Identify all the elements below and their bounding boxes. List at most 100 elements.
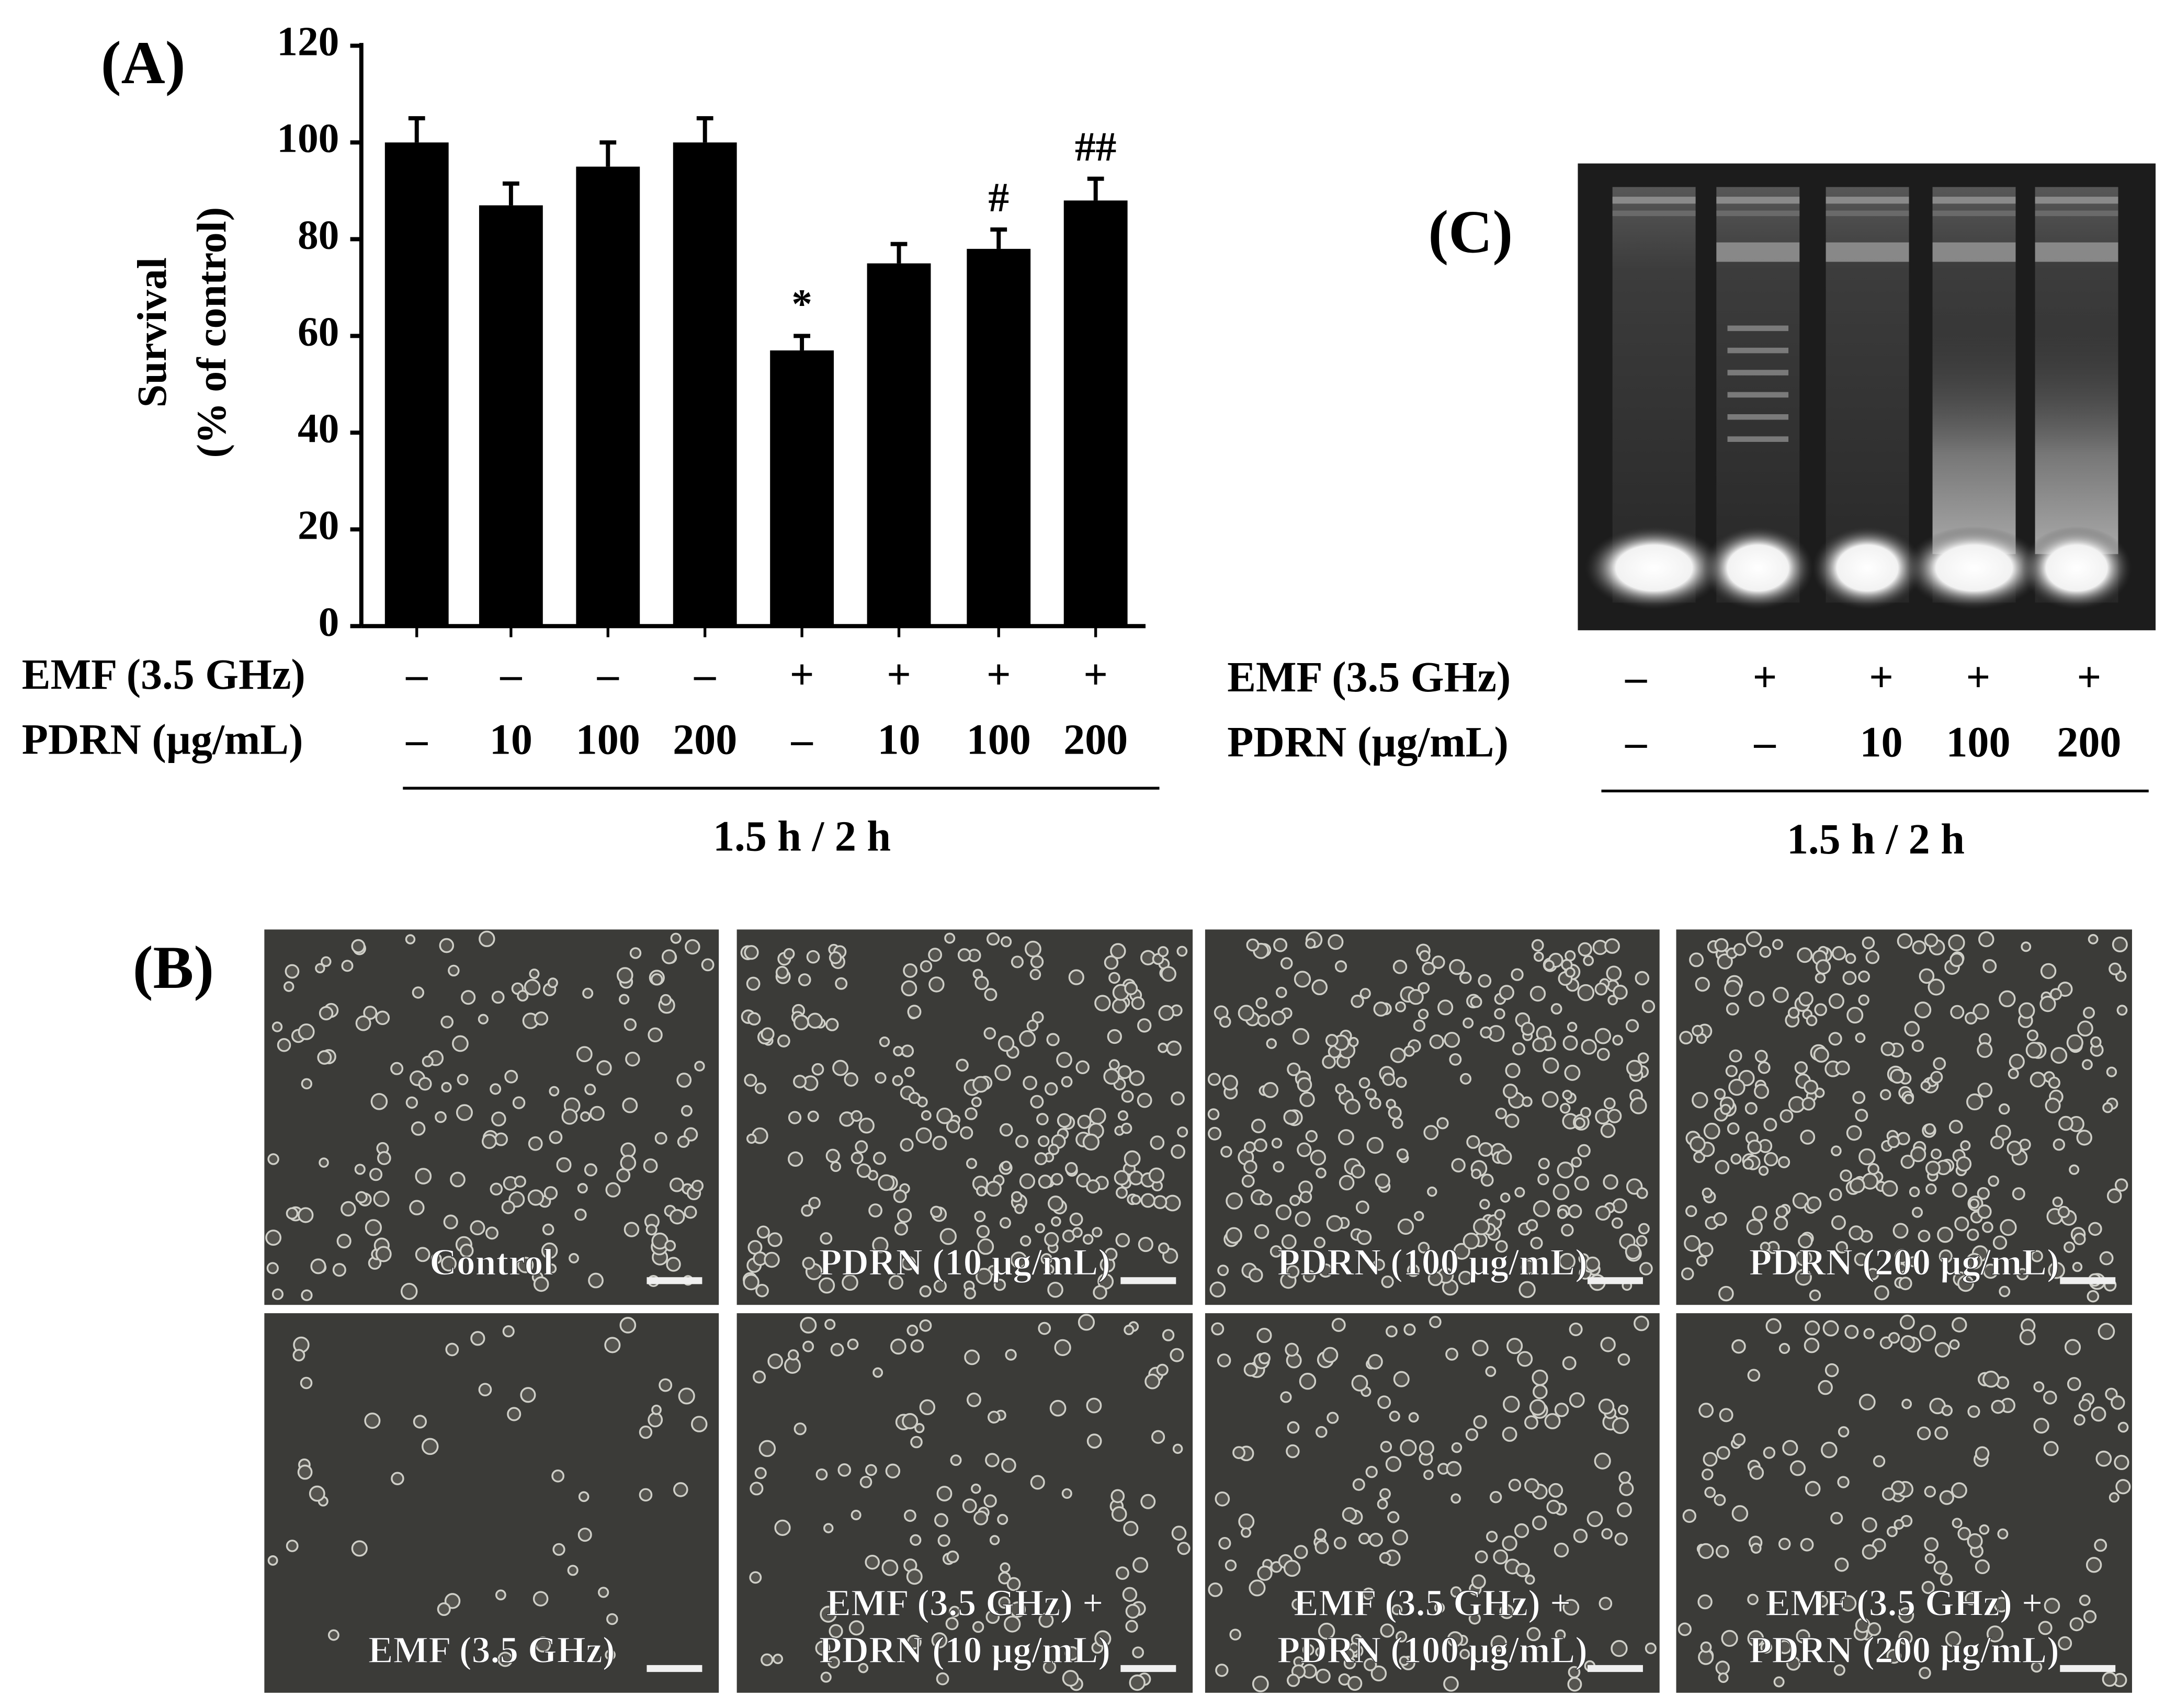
cell xyxy=(1919,1667,1931,1679)
cell xyxy=(1451,1158,1466,1172)
cell xyxy=(1718,1285,1734,1302)
cell xyxy=(1830,1511,1843,1525)
cell xyxy=(1238,1513,1255,1530)
cell xyxy=(450,1171,466,1188)
cell xyxy=(310,1258,326,1274)
cell xyxy=(1682,1509,1696,1523)
cell xyxy=(1635,971,1650,986)
cell xyxy=(1283,1559,1301,1577)
cell xyxy=(1257,1014,1270,1027)
micrograph: EMF (3.5 GHz) xyxy=(264,1313,719,1693)
cell xyxy=(1050,1172,1063,1186)
cell xyxy=(1532,1515,1547,1531)
cell xyxy=(622,1097,638,1113)
cell xyxy=(1724,980,1741,997)
cell xyxy=(744,1074,757,1087)
cell xyxy=(1302,1644,1314,1656)
cell xyxy=(828,1656,840,1669)
condition-value: – xyxy=(791,715,813,763)
cell xyxy=(2064,1241,2075,1253)
cell xyxy=(1900,1155,1915,1169)
bar xyxy=(576,166,640,627)
cell xyxy=(974,1211,986,1222)
cell xyxy=(1148,1167,1165,1183)
cell xyxy=(1499,1604,1514,1619)
micrograph-caption: Control xyxy=(429,1242,553,1283)
cell xyxy=(1716,1446,1730,1460)
cell xyxy=(758,1440,776,1458)
cell xyxy=(1128,1170,1143,1186)
cell xyxy=(2091,1406,2106,1422)
cell xyxy=(1094,1630,1112,1647)
cell xyxy=(1778,1342,1790,1354)
cell xyxy=(1900,1335,1915,1350)
cell xyxy=(448,964,460,977)
cell xyxy=(893,1189,907,1203)
cell xyxy=(1641,999,1656,1014)
cell xyxy=(1377,1395,1391,1409)
bar xyxy=(1063,200,1128,627)
cell xyxy=(1419,1440,1434,1456)
cell xyxy=(577,1528,592,1542)
cell xyxy=(2048,1261,2065,1279)
cell xyxy=(1434,1602,1445,1613)
cell xyxy=(944,932,956,944)
cell xyxy=(1698,1543,1714,1559)
cell xyxy=(1952,1518,1963,1529)
cell xyxy=(824,1318,836,1330)
cell xyxy=(1432,955,1445,969)
cell xyxy=(1423,1125,1439,1140)
cell xyxy=(1166,1040,1182,1056)
cell xyxy=(1162,1329,1175,1341)
cell xyxy=(1815,959,1831,975)
cell xyxy=(1544,1413,1561,1430)
cell xyxy=(1480,1174,1494,1187)
cell xyxy=(753,1370,766,1384)
cell xyxy=(1208,1582,1223,1597)
cell xyxy=(1831,1215,1846,1230)
cell xyxy=(266,1262,279,1274)
cell xyxy=(1611,1640,1628,1657)
cell xyxy=(1747,1630,1764,1647)
cell xyxy=(1948,934,1965,951)
cell xyxy=(914,1423,925,1433)
cell xyxy=(901,980,917,997)
gel-blob xyxy=(1702,526,1813,610)
cell xyxy=(2033,1418,2049,1434)
cell xyxy=(1982,959,1997,973)
cell xyxy=(1358,1533,1370,1545)
cell xyxy=(569,1252,579,1263)
cell xyxy=(1548,1483,1563,1498)
cell xyxy=(1034,1152,1048,1166)
cell xyxy=(1858,1148,1876,1166)
cell xyxy=(1217,1265,1229,1277)
cell xyxy=(1019,1173,1035,1189)
cell xyxy=(1852,1091,1866,1104)
cell xyxy=(445,1342,459,1357)
cell xyxy=(1388,1106,1402,1120)
cell xyxy=(654,1132,667,1145)
cell xyxy=(848,1620,864,1636)
y-label: Survival (% of control) xyxy=(129,207,235,458)
gel-well-band xyxy=(1716,197,1800,204)
cell xyxy=(787,1349,799,1361)
cell xyxy=(619,994,630,1005)
cell xyxy=(1418,1242,1430,1254)
cell xyxy=(793,1015,809,1030)
cell xyxy=(1573,1529,1588,1543)
cell xyxy=(685,939,700,955)
gel-ladder xyxy=(1727,436,1789,442)
cell xyxy=(1562,1356,1577,1371)
cell xyxy=(906,1634,922,1649)
cell xyxy=(1447,1631,1464,1647)
cell xyxy=(962,1498,977,1513)
cell xyxy=(2045,1097,2061,1113)
cell xyxy=(529,969,540,980)
cell xyxy=(1614,1532,1628,1546)
cell xyxy=(301,1289,313,1301)
cell xyxy=(1515,1563,1530,1577)
cell xyxy=(1328,934,1344,950)
cell xyxy=(1918,1229,1931,1243)
cell xyxy=(999,1217,1011,1229)
cell xyxy=(1677,1622,1692,1636)
